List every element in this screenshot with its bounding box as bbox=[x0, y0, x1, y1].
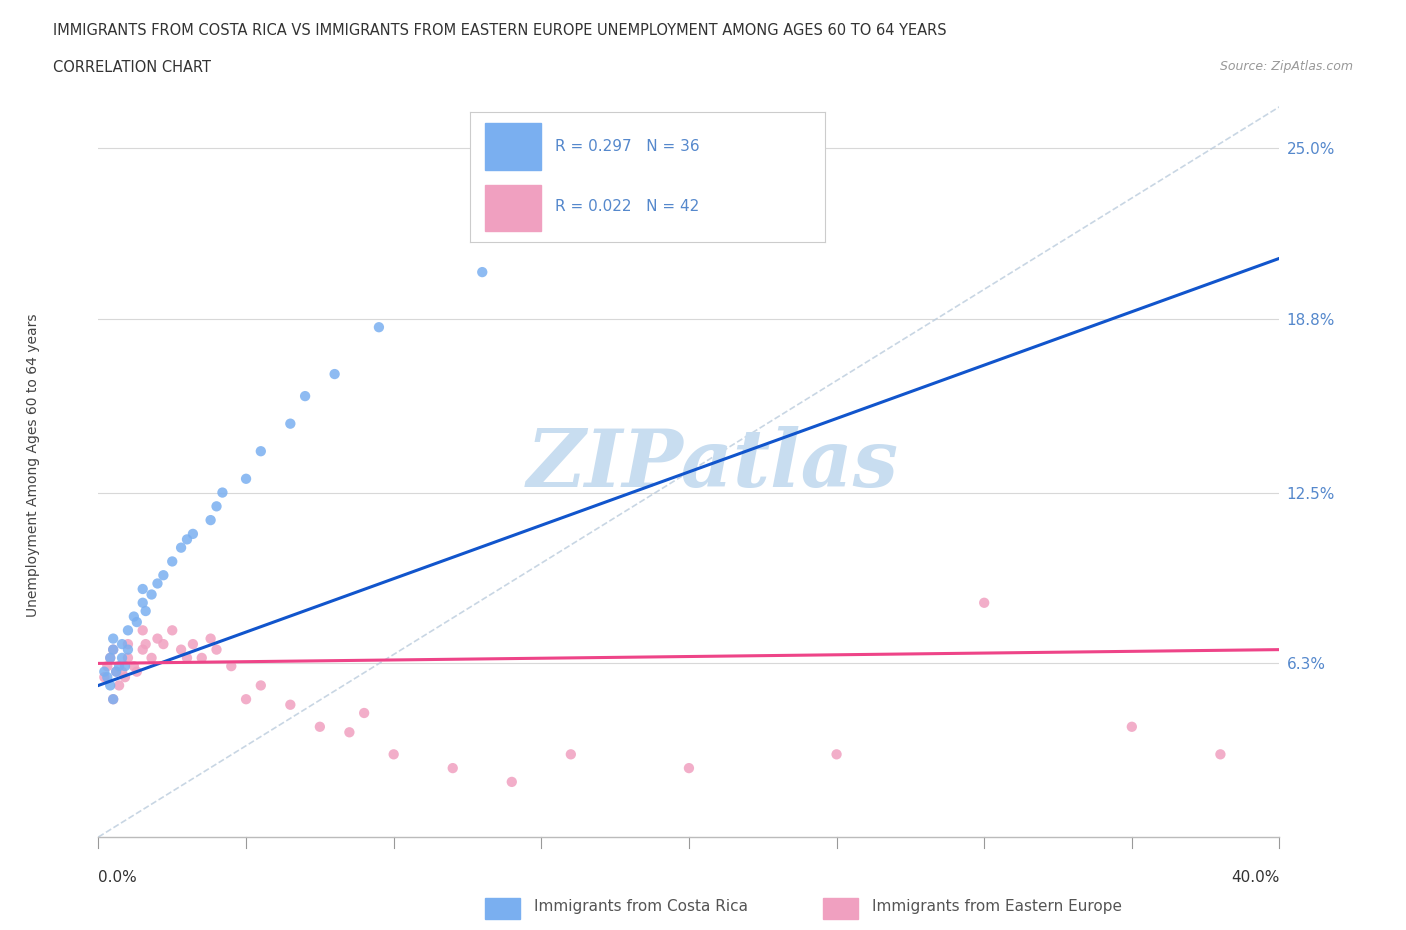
Point bbox=[368, 320, 391, 335]
Point bbox=[560, 747, 582, 762]
Point bbox=[1121, 719, 1143, 734]
Text: 0.0%: 0.0% bbox=[98, 870, 138, 885]
Point bbox=[200, 631, 222, 646]
Point bbox=[250, 444, 273, 458]
Point bbox=[141, 587, 163, 602]
Point bbox=[114, 670, 136, 684]
Point bbox=[93, 664, 115, 679]
Point bbox=[250, 678, 273, 693]
Text: 40.0%: 40.0% bbox=[1232, 870, 1279, 885]
Point bbox=[135, 604, 157, 618]
Point bbox=[191, 650, 214, 665]
Point bbox=[132, 581, 155, 596]
Point bbox=[103, 692, 125, 707]
Point bbox=[235, 472, 257, 486]
Point bbox=[200, 512, 222, 527]
Point bbox=[117, 643, 139, 658]
Point bbox=[1209, 747, 1232, 762]
Point bbox=[135, 637, 157, 652]
Point bbox=[98, 678, 121, 693]
Point bbox=[181, 637, 204, 652]
Point bbox=[125, 615, 148, 630]
Point bbox=[117, 637, 139, 652]
Point bbox=[152, 568, 174, 583]
Point bbox=[278, 698, 302, 712]
Text: Immigrants from Eastern Europe: Immigrants from Eastern Europe bbox=[872, 899, 1122, 914]
Point bbox=[205, 643, 228, 658]
Point bbox=[125, 664, 148, 679]
Point bbox=[152, 637, 174, 652]
Point bbox=[973, 595, 995, 610]
Point bbox=[132, 643, 155, 658]
Point bbox=[105, 664, 128, 679]
Point bbox=[146, 576, 169, 591]
Text: Source: ZipAtlas.com: Source: ZipAtlas.com bbox=[1219, 60, 1353, 73]
Text: IMMIGRANTS FROM COSTA RICA VS IMMIGRANTS FROM EASTERN EUROPE UNEMPLOYMENT AMONG : IMMIGRANTS FROM COSTA RICA VS IMMIGRANTS… bbox=[53, 23, 948, 38]
Point bbox=[294, 389, 316, 404]
Point bbox=[108, 678, 131, 693]
Point bbox=[219, 658, 242, 673]
Point bbox=[103, 643, 125, 658]
Point bbox=[111, 664, 134, 679]
Point bbox=[111, 650, 134, 665]
Point bbox=[96, 658, 118, 673]
Point bbox=[117, 623, 139, 638]
Text: ZIPatlas: ZIPatlas bbox=[526, 426, 898, 504]
Point bbox=[117, 650, 139, 665]
Point bbox=[108, 658, 131, 673]
Point bbox=[825, 747, 848, 762]
Point bbox=[103, 692, 125, 707]
Text: Immigrants from Costa Rica: Immigrants from Costa Rica bbox=[534, 899, 748, 914]
Point bbox=[111, 637, 134, 652]
Point bbox=[441, 761, 464, 776]
Point bbox=[114, 658, 136, 673]
Point bbox=[501, 775, 523, 790]
Point bbox=[235, 692, 257, 707]
Text: Unemployment Among Ages 60 to 64 years: Unemployment Among Ages 60 to 64 years bbox=[27, 313, 41, 617]
Point bbox=[162, 554, 183, 569]
Point bbox=[98, 650, 121, 665]
Point bbox=[181, 526, 204, 541]
Point bbox=[105, 664, 128, 679]
Text: CORRELATION CHART: CORRELATION CHART bbox=[53, 60, 211, 75]
Point bbox=[170, 643, 193, 658]
Point bbox=[382, 747, 405, 762]
Point bbox=[122, 658, 145, 673]
Point bbox=[93, 670, 115, 684]
Point bbox=[170, 540, 193, 555]
Point bbox=[471, 265, 494, 280]
Point bbox=[211, 485, 233, 500]
Point bbox=[122, 609, 145, 624]
Point bbox=[353, 706, 375, 721]
Point bbox=[146, 631, 169, 646]
Point bbox=[278, 417, 302, 432]
Point bbox=[132, 595, 155, 610]
Point bbox=[103, 631, 125, 646]
Point bbox=[678, 761, 700, 776]
Point bbox=[162, 623, 183, 638]
Point bbox=[132, 623, 155, 638]
Point bbox=[176, 650, 198, 665]
Point bbox=[176, 532, 198, 547]
Point bbox=[103, 643, 125, 658]
Point bbox=[323, 366, 346, 381]
Point bbox=[205, 498, 228, 513]
Point bbox=[141, 650, 163, 665]
Point bbox=[309, 719, 332, 734]
Point bbox=[339, 724, 360, 739]
Point bbox=[96, 670, 118, 684]
Point bbox=[98, 650, 121, 665]
